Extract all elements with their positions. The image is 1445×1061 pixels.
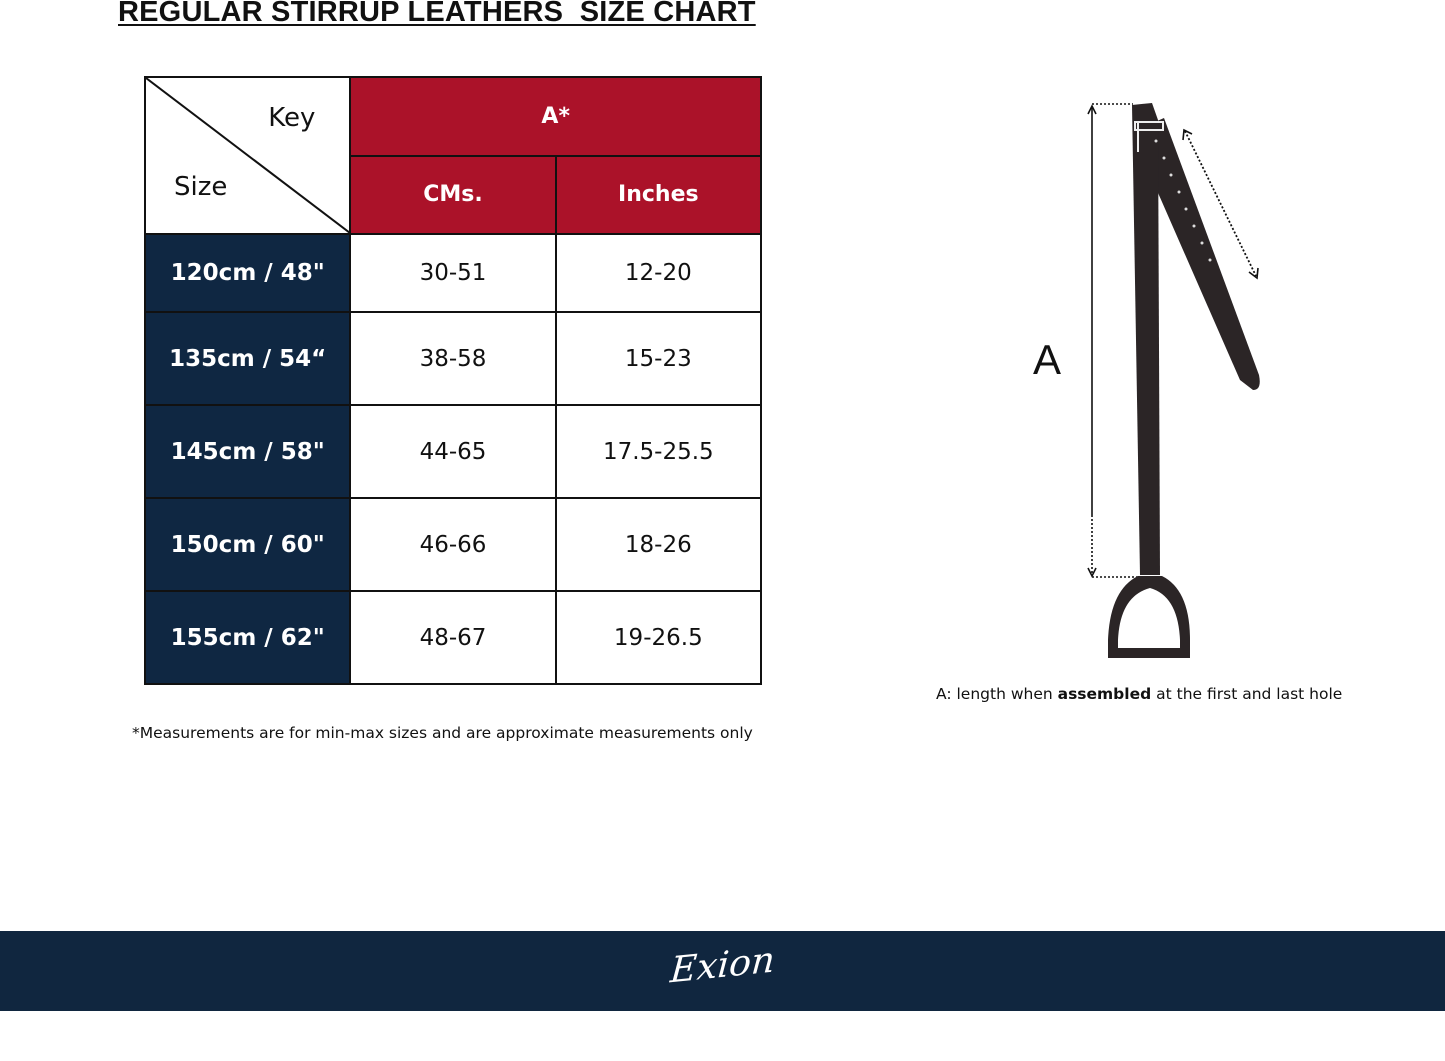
stirrup-iron: [1108, 576, 1190, 658]
inches-cell: 17.5-25.5: [554, 404, 763, 499]
measurement-arrow: [1087, 103, 1138, 578]
inches-cell: 19-26.5: [554, 590, 763, 685]
exion-logo: Exion: [668, 939, 777, 992]
footer-bar: Exion: [0, 931, 1445, 1011]
inches-cell: 18-26: [554, 497, 763, 592]
caption-text-end: at the first and last hole: [1151, 685, 1343, 703]
strap-holes: [1154, 139, 1212, 262]
size-cell: 120cm / 48": [143, 233, 352, 313]
inches-cell: 12-20: [554, 233, 763, 313]
size-cell: 150cm / 60": [143, 497, 352, 592]
cms-cell: 38-58: [349, 311, 557, 406]
table-row: 145cm / 58" 44-65 17.5-25.5: [143, 404, 763, 499]
table-row: 150cm / 60" 46-66 18-26: [143, 497, 763, 592]
table-row: 120cm / 48" 30-51 12-20: [143, 233, 763, 313]
cms-cell: 46-66: [349, 497, 557, 592]
stirrup-leather-diagram: [1087, 103, 1260, 658]
key-size-corner-cell: Key Size: [143, 76, 352, 235]
size-cell: 155cm / 62": [143, 590, 352, 685]
caption-bold-text: assembled: [1057, 685, 1152, 703]
size-cell: 145cm / 58": [143, 404, 352, 499]
strap-main: [1132, 103, 1160, 575]
table-row: 155cm / 62" 48-67 19-26.5: [143, 590, 763, 685]
size-cell: 135cm / 54“: [143, 311, 352, 406]
strap-tail: [1148, 118, 1260, 390]
inches-cell: 15-23: [554, 311, 763, 406]
cms-cell: 48-67: [349, 590, 557, 685]
diagonal-divider: [146, 78, 350, 233]
page-title: REGULAR STIRRUP LEATHERS SIZE CHART: [118, 0, 756, 28]
table-row: 135cm / 54“ 38-58 15-23: [143, 311, 763, 406]
caption-text: A: length when: [936, 685, 1058, 703]
key-label: Key: [268, 103, 316, 133]
size-chart-table: Key Size A* CMs. Inches 120cm / 48" 30-5…: [143, 76, 763, 685]
group-header-a: A*: [349, 76, 762, 157]
adjustment-arrow: [1182, 128, 1259, 280]
cms-cell: 30-51: [349, 233, 557, 313]
buckle: [1134, 121, 1164, 131]
dimension-a-label: A: [1033, 336, 1062, 383]
measurement-note: *Measurements are for min-max sizes and …: [132, 724, 753, 742]
column-header-inches: Inches: [554, 154, 763, 235]
diagram-caption: A: length when assembled at the first an…: [936, 685, 1342, 703]
size-label: Size: [174, 172, 228, 202]
column-header-cms: CMs.: [349, 154, 557, 235]
cms-cell: 44-65: [349, 404, 557, 499]
